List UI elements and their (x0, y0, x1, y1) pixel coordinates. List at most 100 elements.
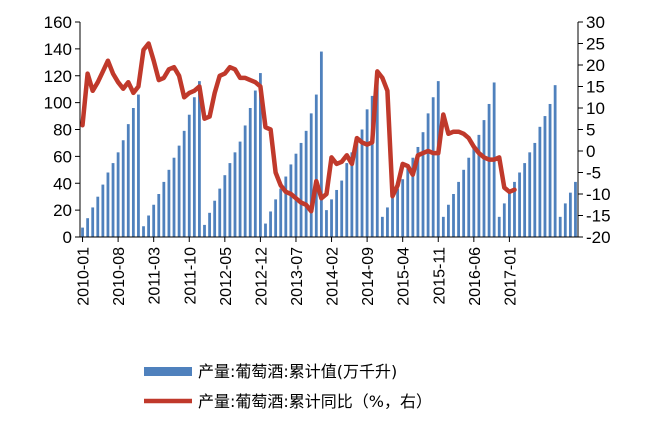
bar (513, 181, 516, 237)
bar (543, 116, 547, 237)
left-tick-label: 0 (63, 228, 72, 247)
x-tick-label: 2015-04 (396, 247, 413, 306)
bar (259, 73, 262, 237)
bar (187, 114, 191, 237)
x-tick-label: 2013-07 (289, 247, 306, 306)
bar (335, 189, 339, 237)
bar (375, 78, 379, 237)
left-axis: 0 20 40 60 80 100 120 140 160 (44, 13, 81, 247)
bar (350, 152, 354, 237)
bar (370, 95, 374, 237)
bar (81, 227, 84, 237)
bar (518, 172, 521, 237)
bar (345, 163, 349, 237)
bar (116, 152, 120, 237)
bar (508, 192, 511, 237)
right-tick-label: 30 (586, 13, 605, 32)
left-tick-label: 40 (53, 174, 72, 193)
right-tick-label: -10 (586, 185, 611, 204)
bar (497, 216, 501, 237)
bar (248, 108, 252, 237)
bar (299, 142, 303, 237)
bar (279, 188, 283, 237)
bar (568, 192, 572, 237)
bar (96, 196, 100, 237)
bar (126, 124, 130, 237)
x-tick-label: 2014-09 (360, 247, 377, 306)
right-tick-label: -5 (586, 164, 601, 183)
x-tick-label: 2014-02 (325, 247, 342, 306)
bar (386, 207, 389, 237)
x-axis: 2010-01 2010-08 2011-03 2011-10 2012-05 2012-… (76, 236, 578, 306)
right-axis: -20 -15 -10 -5 0 5 10 15 20 25 30 (577, 13, 611, 247)
bar (553, 85, 557, 237)
bar (106, 172, 110, 237)
bar (487, 103, 491, 237)
bar (218, 188, 222, 237)
left-tick-label: 20 (53, 201, 72, 220)
bar (431, 97, 435, 237)
bar (269, 211, 272, 237)
bar (131, 108, 135, 237)
x-tick-label: 2011-03 (147, 247, 164, 305)
bar (309, 113, 313, 237)
left-tick-label: 160 (44, 13, 72, 32)
bar (111, 163, 115, 237)
bar (243, 125, 247, 237)
bar (411, 157, 415, 237)
bar (182, 130, 186, 237)
right-tick-label: 0 (586, 142, 595, 161)
bar (284, 176, 288, 237)
left-tick-label: 80 (53, 121, 72, 140)
bar (192, 97, 196, 237)
right-tick-label: -15 (586, 207, 611, 226)
bar (538, 126, 542, 237)
bar (482, 120, 486, 237)
bar (325, 210, 328, 237)
legend-bar-label: 产量:葡萄酒:累计值(万千升) (198, 362, 397, 381)
bar (147, 215, 150, 237)
bar (289, 164, 293, 237)
line-series (80, 41, 517, 214)
x-tick-label: 2012-05 (218, 247, 235, 306)
bar (253, 90, 257, 237)
bar (421, 132, 425, 237)
bar (426, 113, 430, 237)
bar (462, 169, 466, 237)
bar (574, 181, 577, 237)
bar (203, 224, 206, 237)
bar (360, 129, 364, 237)
bar (558, 216, 562, 237)
x-tick-label: 2015-11 (431, 247, 448, 305)
bar (208, 212, 211, 237)
bar (274, 199, 278, 237)
bar (121, 140, 125, 237)
right-tick-label: -20 (586, 228, 611, 247)
right-tick-label: 25 (586, 35, 605, 54)
bar (533, 142, 537, 237)
bar (365, 109, 369, 237)
x-tick-label: 2017-01 (502, 247, 519, 306)
bar (416, 146, 420, 237)
bar (167, 169, 171, 237)
x-tick-label: 2010-08 (111, 247, 128, 306)
bar-series (81, 51, 577, 237)
x-tick-label: 2010-01 (76, 247, 93, 306)
bar (142, 226, 145, 237)
bar (91, 207, 95, 237)
bar (457, 181, 460, 237)
bar (436, 81, 440, 237)
bar (472, 146, 476, 237)
legend-bar-swatch (144, 367, 192, 376)
bar (401, 179, 405, 237)
x-tick-label: 2012-12 (253, 247, 270, 306)
left-tick-label: 60 (53, 147, 72, 166)
bar (152, 204, 156, 237)
legend: 产量:葡萄酒:累计值(万千升) 产量:葡萄酒:累计同比（%，右） (144, 362, 432, 411)
bar (86, 218, 90, 237)
bar (528, 152, 532, 237)
bar (314, 94, 318, 237)
bar (101, 184, 105, 237)
right-tick-label: 5 (586, 121, 595, 140)
bar (548, 103, 552, 237)
